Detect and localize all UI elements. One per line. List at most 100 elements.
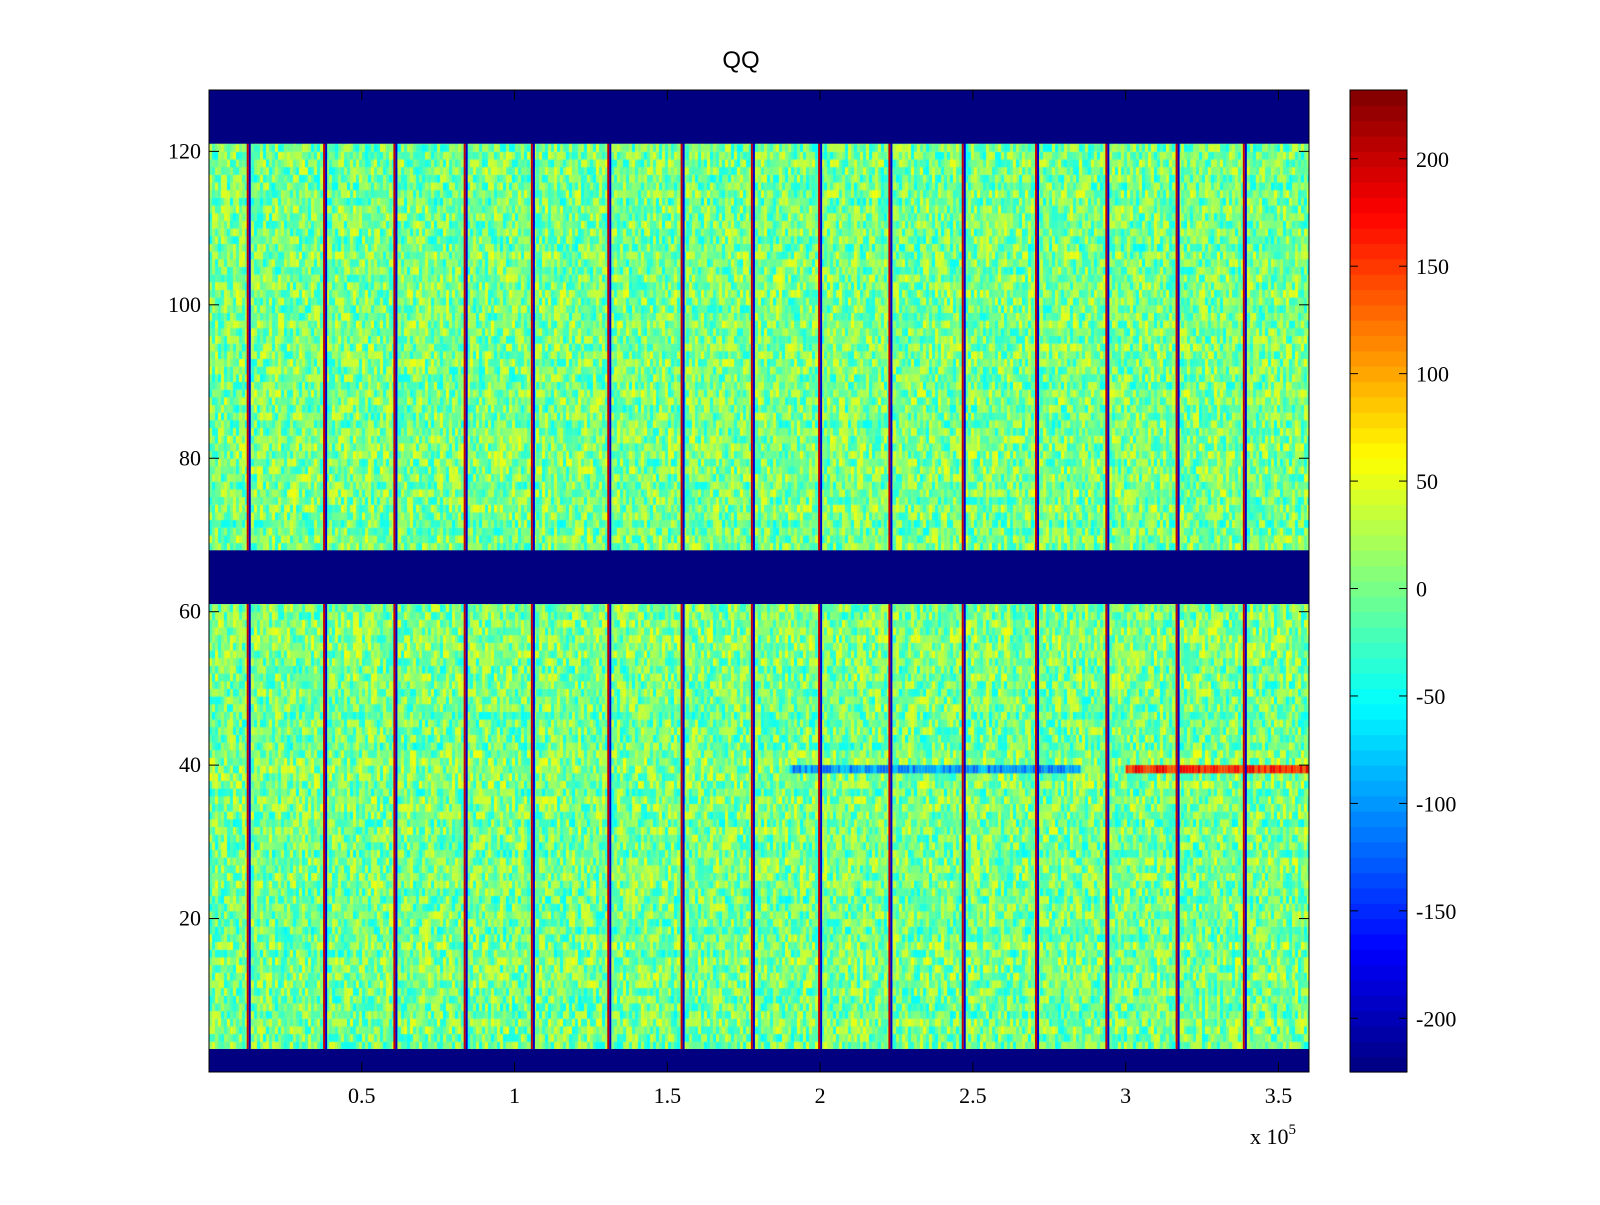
x-tick-label: 1.5 — [654, 1083, 682, 1108]
colorbar-segment — [1350, 105, 1407, 122]
colorbar-segment — [1350, 504, 1407, 521]
colorbar-segment — [1350, 887, 1407, 904]
colorbar-segment — [1350, 795, 1407, 812]
colorbar-segment — [1350, 289, 1407, 306]
colorbar-segment — [1350, 1025, 1407, 1042]
colorbar-segment — [1350, 1041, 1407, 1058]
x-tick-label: 2 — [815, 1083, 826, 1108]
colorbar-segment — [1350, 995, 1407, 1012]
colorbar-segment — [1350, 811, 1407, 828]
x-tick-label: 3 — [1120, 1083, 1131, 1108]
colorbar-tick-label: -200 — [1416, 1006, 1456, 1031]
x-tick-label: 3.5 — [1265, 1083, 1293, 1108]
colorbar-segment — [1350, 964, 1407, 981]
colorbar-segment — [1350, 212, 1407, 229]
colorbar-segment — [1350, 550, 1407, 567]
colorbar-segment — [1350, 320, 1407, 337]
y-tick-label: 60 — [179, 599, 201, 624]
colorbar-segment — [1350, 458, 1407, 475]
colorbar-segment — [1350, 534, 1407, 551]
colorbar-segment — [1350, 473, 1407, 490]
colorbar-segment — [1350, 350, 1407, 367]
colorbar-segment — [1350, 596, 1407, 613]
x-tick-label: 0.5 — [348, 1083, 376, 1108]
colorbar-tick-label: 150 — [1416, 254, 1449, 279]
colorbar-tick-label: -100 — [1416, 791, 1456, 816]
colorbar-segment — [1350, 703, 1407, 720]
colorbar-tick-label: 0 — [1416, 577, 1427, 602]
blank-band-1 — [209, 550, 1309, 605]
colorbar-segment — [1350, 918, 1407, 935]
colorbar-segment — [1350, 657, 1407, 674]
colorbar-segment — [1350, 611, 1407, 628]
colorbar-segment — [1350, 642, 1407, 659]
heatmap-area — [209, 90, 1309, 1072]
colorbar-segment — [1350, 90, 1407, 106]
colorbar-segment — [1350, 442, 1407, 459]
colorbar-segment — [1350, 136, 1407, 152]
y-tick-label: 80 — [179, 445, 201, 470]
colorbar-tick-label: -50 — [1416, 684, 1445, 709]
colorbar-segment — [1350, 519, 1407, 536]
colorbar-segment — [1350, 197, 1407, 214]
colorbar-tick-label: -150 — [1416, 899, 1456, 924]
colorbar-segment — [1350, 673, 1407, 690]
colorbar-segment — [1350, 933, 1407, 950]
colorbar-segment — [1350, 719, 1407, 736]
colorbar-segment — [1350, 903, 1407, 920]
colorbar-segment — [1350, 182, 1407, 199]
colorbar-segment — [1350, 780, 1407, 797]
x-axis-multiplier: x 105 — [1250, 1122, 1296, 1149]
y-tick-label: 40 — [179, 752, 201, 777]
colorbar: -200 -150 -100 -50 0 50 100 150 200 — [1349, 89, 1456, 1073]
y-tick-label: 100 — [168, 292, 201, 317]
colorbar-segment — [1350, 396, 1407, 413]
blank-band-2 — [209, 1048, 1309, 1072]
colorbar-segment — [1350, 228, 1407, 245]
colorbar-segment — [1350, 335, 1407, 352]
colorbar-segment — [1350, 872, 1407, 889]
colorbar-segment — [1350, 688, 1407, 705]
x-tick-label: 2.5 — [959, 1083, 987, 1108]
colorbar-segment — [1350, 1056, 1407, 1073]
y-tick-label: 120 — [168, 138, 201, 163]
blank-band-0 — [209, 90, 1309, 144]
chart-title: QQ — [722, 47, 759, 74]
colorbar-segment — [1350, 949, 1407, 966]
plot-frame — [208, 89, 1310, 1073]
colorbar-segment — [1350, 841, 1407, 858]
colorbar-segment — [1350, 412, 1407, 429]
y-tick-label: 20 — [179, 906, 201, 931]
x-tick-label: 1 — [509, 1083, 520, 1108]
colorbar-segment — [1350, 258, 1407, 275]
colorbar-segment — [1350, 488, 1407, 505]
colorbar-segment — [1350, 151, 1407, 168]
colorbar-segment — [1350, 274, 1407, 291]
colorbar-segment — [1350, 565, 1407, 582]
colorbar-tick-label: 200 — [1416, 147, 1449, 172]
colorbar-segment — [1350, 381, 1407, 398]
colorbar-segment — [1350, 304, 1407, 321]
colorbar-segment — [1350, 857, 1407, 874]
colorbar-segment — [1350, 366, 1407, 383]
colorbar-segment — [1350, 120, 1407, 137]
x-multiplier-exponent: 5 — [1289, 1122, 1297, 1138]
colorbar-segment — [1350, 243, 1407, 260]
colorbar-segment — [1350, 749, 1407, 766]
colorbar-segment — [1350, 427, 1407, 444]
colorbar-segment — [1350, 765, 1407, 782]
axes: 0.5 1 1.5 2 2.5 3 3.5 20 40 60 80 100 120 — [168, 89, 1310, 1108]
colorbar-segment — [1350, 627, 1407, 643]
colorbar-segment — [1350, 581, 1407, 597]
colorbar-segment — [1350, 979, 1407, 996]
colorbar-segment — [1350, 734, 1407, 751]
colorbar-segment — [1350, 166, 1407, 183]
x-multiplier-base: x 10 — [1250, 1124, 1289, 1149]
colorbar-tick-label: 50 — [1416, 469, 1438, 494]
colorbar-segment — [1350, 1010, 1407, 1027]
colorbar-tick-label: 100 — [1416, 362, 1449, 387]
colorbar-segment — [1350, 826, 1407, 843]
colorbar-frame — [1349, 89, 1408, 1073]
